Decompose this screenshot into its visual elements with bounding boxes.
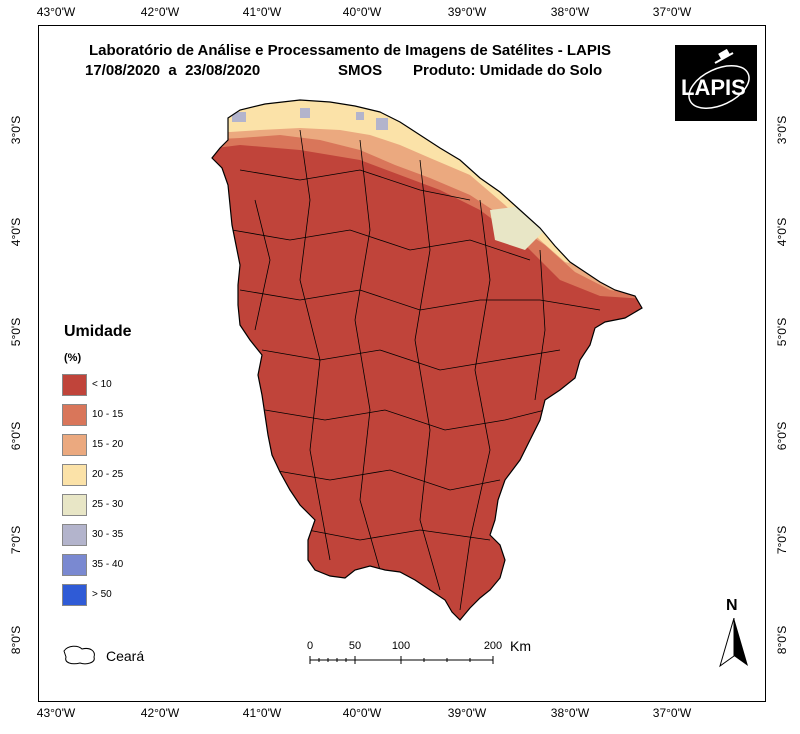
lon-label-top: 40°0'W xyxy=(342,5,382,19)
legend-item: < 10 xyxy=(62,374,182,398)
legend-swatch xyxy=(62,524,87,546)
map-dates: 17/08/2020 a 23/08/2020 xyxy=(85,62,261,79)
scale-tick-label: 200 xyxy=(483,640,503,652)
lon-label-bottom: 39°0'W xyxy=(447,706,487,720)
legend-label: 35 - 40 xyxy=(92,559,124,570)
scale-tick-label: 50 xyxy=(348,640,362,652)
legend-item: 15 - 20 xyxy=(62,434,182,458)
legend-label: 10 - 15 xyxy=(92,409,124,420)
legend-item: 30 - 35 xyxy=(62,524,182,548)
lon-label-bottom: 40°0'W xyxy=(342,706,382,720)
lon-label-top: 38°0'W xyxy=(550,5,590,19)
lon-label-bottom: 41°0'W xyxy=(242,706,282,720)
legend-item: 35 - 40 xyxy=(62,554,182,578)
legend-label: 15 - 20 xyxy=(92,439,124,450)
scale-tick-label: 100 xyxy=(391,640,411,652)
legend-swatch xyxy=(62,374,87,396)
map-product: Produto: Umidade do Solo xyxy=(413,62,603,79)
north-arrow-icon xyxy=(719,618,748,668)
scale-unit: Km xyxy=(510,638,531,654)
lon-label-top: 41°0'W xyxy=(242,5,282,19)
legend-item: 25 - 30 xyxy=(62,494,182,518)
lon-label-bottom: 42°0'W xyxy=(140,706,180,720)
legend-label: 25 - 30 xyxy=(92,499,124,510)
lon-label-bottom: 43°0'W xyxy=(36,706,76,720)
legend-swatch xyxy=(62,404,87,426)
lon-label-top: 37°0'W xyxy=(652,5,692,19)
legend-swatch xyxy=(62,584,87,606)
lon-label-bottom: 37°0'W xyxy=(652,706,692,720)
lon-label-top: 42°0'W xyxy=(140,5,180,19)
legend-unit: (%) xyxy=(64,352,82,364)
map-title: Laboratório de Análise e Processamento d… xyxy=(88,42,612,59)
legend-item: > 50 xyxy=(62,584,182,608)
lapis-logo: LAPIS xyxy=(675,45,757,121)
north-label: N xyxy=(726,597,738,614)
legend-swatch xyxy=(62,494,87,516)
state-outline-icon xyxy=(63,645,95,665)
legend-label: > 50 xyxy=(92,589,112,600)
legend-swatch xyxy=(62,464,87,486)
lon-label-top: 39°0'W xyxy=(447,5,487,19)
legend-swatch xyxy=(62,434,87,456)
map-sensor: SMOS xyxy=(338,62,383,79)
scale-tick-label: 0 xyxy=(306,640,314,652)
lon-label-bottom: 38°0'W xyxy=(550,706,590,720)
map-frame xyxy=(38,25,766,702)
lon-label-top: 43°0'W xyxy=(36,5,76,19)
legend-title: Umidade xyxy=(64,323,132,340)
legend-item: 10 - 15 xyxy=(62,404,182,428)
state-label: Ceará xyxy=(106,648,145,664)
legend-label: 30 - 35 xyxy=(92,529,124,540)
legend-item: 20 - 25 xyxy=(62,464,182,488)
legend-swatch xyxy=(62,554,87,576)
legend-label: 20 - 25 xyxy=(92,469,124,480)
legend-label: < 10 xyxy=(92,379,112,390)
scale-bar xyxy=(309,656,494,664)
